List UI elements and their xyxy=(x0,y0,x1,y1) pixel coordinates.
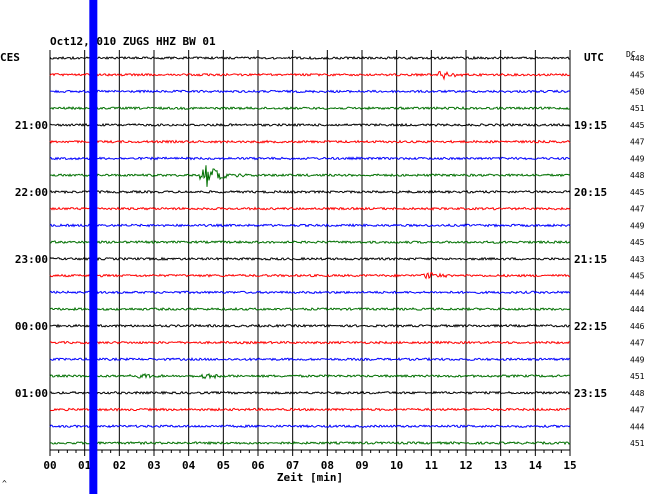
trace-line xyxy=(49,70,571,81)
left-time-label: 22:00 xyxy=(15,186,48,199)
trace-line xyxy=(49,122,571,127)
right-time-label: 20:15 xyxy=(574,186,607,199)
x-tick-label: 09 xyxy=(355,459,368,472)
right-time-label: 23:15 xyxy=(574,387,607,400)
trace-line xyxy=(49,290,571,295)
dc-offset-label: 444 xyxy=(630,422,645,431)
x-tick-label: 03 xyxy=(147,459,160,472)
right-timezone-label: UTC xyxy=(584,51,604,64)
marker-bar xyxy=(89,0,98,494)
dc-offset-label: 444 xyxy=(630,288,645,297)
dc-offset-label: 450 xyxy=(630,87,645,96)
dc-offset-label: 445 xyxy=(630,71,645,80)
trace-line xyxy=(49,272,571,280)
dc-offset-label: 449 xyxy=(630,221,645,230)
right-time-label: 21:15 xyxy=(574,253,607,266)
trace-line xyxy=(49,156,571,161)
x-tick-label: 07 xyxy=(286,459,299,472)
trace-line xyxy=(49,424,571,429)
chart-title: Oct12,2010 ZUGS HHZ BW 01 xyxy=(50,35,216,48)
trace-line xyxy=(49,306,571,312)
trace-line xyxy=(49,340,571,345)
dc-offset-label: 447 xyxy=(630,406,645,415)
dc-offset-label: 448 xyxy=(630,389,645,398)
dc-offset-label: 444 xyxy=(630,305,645,314)
x-tick-label: 05 xyxy=(217,459,230,472)
dc-offset-label: 451 xyxy=(630,372,645,381)
x-tick-label: 01 xyxy=(78,459,92,472)
left-time-label: 23:00 xyxy=(15,253,48,266)
trace-line xyxy=(49,223,571,228)
dc-offset-label: 445 xyxy=(630,272,645,281)
x-tick-label: 04 xyxy=(182,459,196,472)
trace-line xyxy=(50,89,571,94)
trace-line xyxy=(49,165,571,187)
dc-offset-label: 451 xyxy=(630,104,645,113)
dc-offset-label: 443 xyxy=(630,255,645,264)
corner-mark: ^ xyxy=(2,479,7,488)
x-tick-label: 00 xyxy=(43,459,56,472)
trace-line xyxy=(49,256,571,262)
x-tick-label: 13 xyxy=(494,459,507,472)
trace-line xyxy=(49,189,571,195)
dc-offset-label: 448 xyxy=(630,171,645,180)
trace-line xyxy=(49,206,571,211)
trace-line xyxy=(49,55,571,61)
dc-offset-label: 447 xyxy=(630,339,645,348)
trace-line xyxy=(49,139,571,144)
dc-offset-label: 451 xyxy=(630,439,645,448)
left-timezone-label: CES xyxy=(0,51,20,64)
x-tick-label: 12 xyxy=(459,459,472,472)
dc-offset-label: 446 xyxy=(630,322,645,331)
left-time-label: 00:00 xyxy=(15,320,48,333)
trace-line xyxy=(49,440,571,446)
trace-line xyxy=(49,240,571,245)
left-time-label: 21:00 xyxy=(15,119,48,132)
dc-offset-label: 447 xyxy=(630,138,645,147)
left-time-label: 01:00 xyxy=(15,387,48,400)
trace-line xyxy=(49,407,571,412)
x-tick-label: 06 xyxy=(251,459,265,472)
x-tick-label: 10 xyxy=(390,459,403,472)
dc-offset-label: 445 xyxy=(630,121,645,130)
trace-line xyxy=(49,106,571,111)
right-time-label: 19:15 xyxy=(574,119,607,132)
dc-offset-label: 449 xyxy=(630,154,645,163)
dc-offset-label: 447 xyxy=(630,205,645,214)
x-tick-label: 14 xyxy=(529,459,543,472)
right-time-label: 22:15 xyxy=(574,320,607,333)
x-axis-title: Zeit [min] xyxy=(277,471,343,484)
x-tick-label: 08 xyxy=(321,459,334,472)
dc-offset-label: 448 xyxy=(630,54,645,63)
trace-line xyxy=(49,323,571,328)
trace-line xyxy=(49,390,571,396)
trace-line xyxy=(49,372,571,380)
dc-offset-label: 445 xyxy=(630,188,645,197)
dc-offset-label: 445 xyxy=(630,238,645,247)
dc-header-label: DC xyxy=(626,50,636,59)
x-tick-label: 11 xyxy=(425,459,439,472)
dc-offset-label: 449 xyxy=(630,355,645,364)
trace-line xyxy=(49,357,571,362)
x-tick-label: 15 xyxy=(563,459,576,472)
x-tick-label: 02 xyxy=(113,459,126,472)
